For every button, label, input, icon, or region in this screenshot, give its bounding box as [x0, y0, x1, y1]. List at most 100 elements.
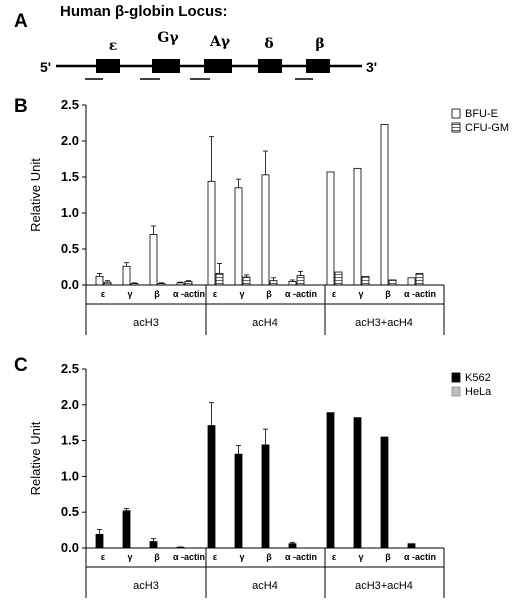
b-y-tick-label: 1.5	[61, 169, 79, 184]
b-bar-cfu-gm	[361, 275, 370, 286]
locus-title: Human β-globin Locus:	[60, 3, 227, 20]
b-category-label: β	[154, 289, 160, 299]
panel-b-letter: B	[14, 96, 28, 117]
b-category-label: β	[385, 289, 391, 299]
c-category-label: γ	[127, 552, 132, 562]
c-y-tick-label: 1.5	[61, 433, 79, 448]
c-bar-k562	[407, 543, 416, 549]
c-category-label: γ	[239, 552, 244, 562]
b-bar-cfu-gm	[242, 276, 251, 286]
c-category-label: β	[154, 552, 160, 562]
c-category-label: α -actin	[285, 552, 317, 562]
b-y-tick-label: 1.0	[61, 205, 79, 220]
b-bar-cfu-gm	[269, 280, 278, 286]
b-y-tick-label: 0.0	[61, 277, 79, 292]
gene-label-a-gamma: Aγ	[209, 34, 231, 50]
gene-label-g-gamma: Gγ	[157, 30, 179, 46]
panel-a-locus-diagram: A Human β-globin Locus: 5' 3' ε Gγ Aγ δ …	[14, 3, 377, 80]
c-y-tick-label: 2.5	[61, 361, 79, 376]
c-category-label: ε	[332, 552, 337, 562]
c-bar-k562	[380, 436, 389, 549]
b-bar-bfu-e	[207, 180, 216, 286]
c-bar-k562	[95, 533, 104, 549]
b-bar-cfu-gm	[184, 280, 193, 286]
b-legend-label-bfu-e: BFU-E	[465, 108, 498, 120]
b-category-label: ε	[101, 289, 106, 299]
c-category-label: ε	[213, 552, 218, 562]
b-bar-cfu-gm	[296, 275, 305, 286]
b-bar-bfu-e	[149, 234, 158, 286]
c-bar-k562	[326, 412, 335, 549]
c-category-label: α -actin	[404, 552, 436, 562]
b-legend-label-cfu-gm: CFU-GM	[465, 122, 509, 134]
panel-a-letter: A	[14, 11, 28, 32]
gene-box-epsilon	[96, 59, 120, 73]
c-bar-k562	[288, 543, 297, 549]
c-category-label: α -actin	[173, 552, 205, 562]
gene-box-g-gamma	[152, 59, 180, 73]
c-y-axis-label: Relative Unit	[28, 421, 43, 495]
c-bar-k562	[122, 510, 131, 549]
c-bar-k562	[234, 453, 243, 549]
b-legend-swatch-cfu-gm	[451, 122, 461, 133]
c-category-label: β	[266, 552, 272, 562]
c-bar-k562	[353, 417, 362, 549]
b-y-axis-label: Relative Unit	[28, 158, 43, 232]
b-category-label: β	[266, 289, 272, 299]
b-category-label: γ	[127, 289, 132, 299]
b-bar-bfu-e	[407, 277, 416, 286]
b-bar-cfu-gm	[388, 279, 397, 286]
b-group-label: acH3	[133, 317, 159, 329]
b-category-label: ε	[332, 289, 337, 299]
b-bar-bfu-e	[288, 280, 297, 286]
c-y-tick-label: 0.0	[61, 540, 79, 555]
b-bar-bfu-e	[234, 187, 243, 286]
panel-c-chart: C Relative Unit 0.0 0.5 1.0 1.5 2.0 2.5 ε γ β α -a…	[14, 355, 492, 598]
b-y-tick-label: 2.5	[61, 97, 79, 112]
b-category-label: α -actin	[173, 289, 205, 299]
b-legend-swatch-bfu-e	[451, 108, 461, 119]
b-y-tick-label: 2.0	[61, 133, 79, 148]
c-category-label: γ	[358, 552, 363, 562]
c-legend-label-k562: K562	[465, 372, 491, 384]
b-category-label: γ	[239, 289, 244, 299]
gene-box-beta	[306, 59, 330, 73]
c-category-label: β	[385, 552, 391, 562]
c-legend-swatch-hela	[451, 386, 461, 397]
b-y-tick-label: 0.5	[61, 241, 79, 256]
three-prime-label: 3'	[366, 59, 377, 75]
b-bar-cfu-gm	[334, 271, 343, 286]
gene-label-epsilon: ε	[109, 38, 118, 54]
panel-b-chart: B Relative Unit 0.0 0.5 1.0 1.5 2.0 2.5 ε γ β α -a…	[14, 96, 509, 335]
b-bar-bfu-e	[380, 124, 389, 286]
gene-box-a-gamma	[204, 59, 232, 73]
c-y-tick-label: 2.0	[61, 397, 79, 412]
gene-label-beta: β	[315, 36, 324, 52]
b-category-label: α -actin	[285, 289, 317, 299]
c-category-label: ε	[101, 552, 106, 562]
b-bar-bfu-e	[122, 265, 131, 286]
b-bar-bfu-e	[353, 167, 362, 286]
b-bar-bfu-e	[95, 275, 104, 286]
b-group-label: acH3+acH4	[355, 317, 413, 329]
five-prime-label: 5'	[40, 59, 51, 75]
b-category-label: α -actin	[404, 289, 436, 299]
c-bar-k562	[149, 541, 158, 549]
c-y-tick-label: 1.0	[61, 468, 79, 483]
gene-label-delta: δ	[264, 36, 273, 52]
b-bar-cfu-gm	[215, 273, 224, 286]
b-category-label: γ	[358, 289, 363, 299]
b-bar-cfu-gm	[415, 273, 424, 286]
c-y-tick-label: 0.5	[61, 504, 79, 519]
b-group-label: acH4	[252, 317, 278, 329]
gene-box-delta	[258, 59, 282, 73]
b-category-label: ε	[213, 289, 218, 299]
c-legend-label-hela: HeLa	[465, 386, 492, 398]
c-bar-k562	[207, 425, 216, 549]
b-bar-bfu-e	[326, 171, 335, 286]
panel-c-letter: C	[14, 355, 28, 376]
c-bar-k562	[261, 444, 270, 549]
c-group-label: acH3	[133, 580, 159, 592]
c-group-label: acH4	[252, 580, 278, 592]
